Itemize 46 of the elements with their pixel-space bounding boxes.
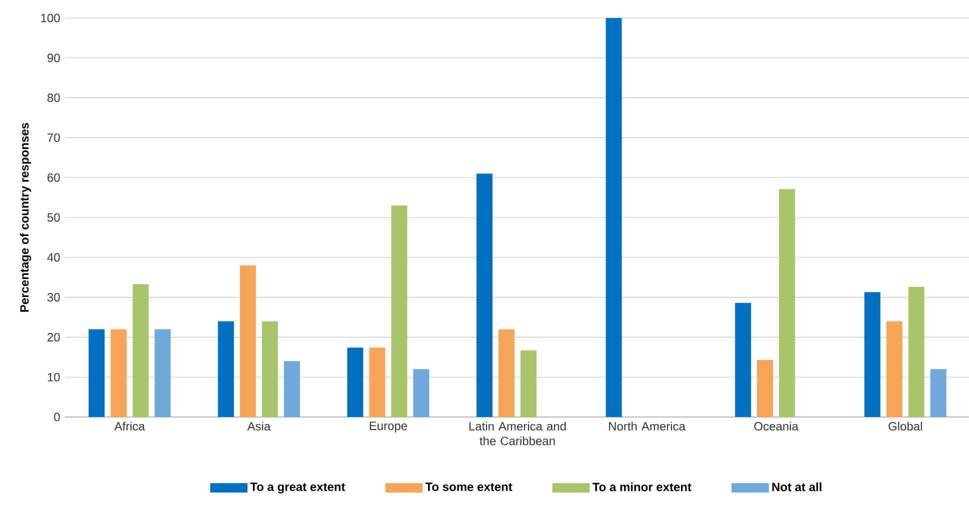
legend-label: To a minor extent xyxy=(592,482,692,492)
bar xyxy=(110,329,127,417)
y-tick-label: 70 xyxy=(48,133,60,142)
bar xyxy=(930,369,946,417)
legend-label: To a great extent xyxy=(250,482,346,494)
bar xyxy=(154,329,171,417)
x-tick-label: Africa xyxy=(114,422,145,431)
bar xyxy=(391,206,408,417)
y-tick-label: 100 xyxy=(41,14,60,22)
bar xyxy=(347,348,364,417)
bar xyxy=(735,302,752,417)
y-tick-label: 10 xyxy=(48,372,60,382)
y-tick-label: 20 xyxy=(48,332,60,342)
x-tick-label: Asia xyxy=(247,422,271,431)
bar xyxy=(498,329,515,417)
y-tick-label: 80 xyxy=(47,94,60,102)
x-tick-label: Global xyxy=(888,422,922,431)
y-tick-label: 50 xyxy=(47,213,60,222)
y-tick-label: 0 xyxy=(54,412,60,422)
bar xyxy=(413,369,430,417)
bar xyxy=(369,348,386,417)
bar xyxy=(520,350,537,417)
x-tick-label: North America xyxy=(609,422,686,431)
bar xyxy=(908,286,924,417)
bar xyxy=(132,284,149,417)
bar xyxy=(88,329,105,417)
bar xyxy=(757,360,774,417)
bar xyxy=(606,18,622,417)
x-tick-label: Latin America and the Caribbean xyxy=(469,422,566,446)
bar xyxy=(864,292,880,417)
y-tick-label: 90 xyxy=(48,54,60,62)
x-tick-label: Europe xyxy=(370,422,408,432)
y-axis-title: Percentage of country responses xyxy=(20,122,32,312)
bar xyxy=(240,265,256,417)
bar xyxy=(262,321,278,417)
bar xyxy=(476,174,493,417)
x-tick-label: Oceania xyxy=(754,422,798,431)
legend-label: Not at all xyxy=(772,482,822,492)
legend-label: To some extent xyxy=(425,482,512,492)
y-tick-label: 30 xyxy=(47,293,60,302)
bar xyxy=(779,189,796,417)
bar xyxy=(886,321,902,417)
y-tick-label: 60 xyxy=(48,173,60,182)
bar xyxy=(284,361,300,417)
bar xyxy=(218,321,234,417)
y-tick-label: 40 xyxy=(47,253,60,262)
